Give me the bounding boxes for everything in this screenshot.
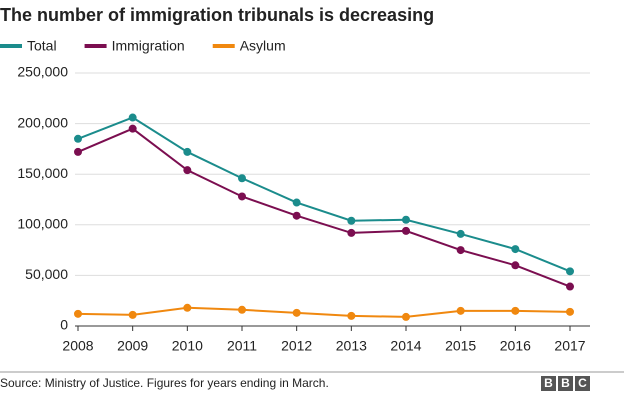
data-point [511, 306, 520, 315]
x-tick-label: 2008 [62, 338, 93, 354]
x-tick-label: 2012 [281, 338, 312, 354]
y-tick-label: 100,000 [17, 216, 68, 232]
data-point [456, 229, 465, 238]
logo-box [575, 376, 590, 391]
data-point [456, 246, 465, 255]
data-point [238, 174, 246, 183]
x-tick-label: 2017 [554, 338, 585, 354]
data-point [74, 134, 82, 143]
data-point [128, 310, 137, 319]
data-point [238, 192, 246, 201]
y-tick-label: 200,000 [17, 114, 68, 130]
x-tick-label: 2013 [336, 338, 367, 354]
data-point [183, 147, 192, 156]
data-point [128, 113, 137, 122]
data-point [566, 307, 574, 316]
source: Source: Ministry of Justice. Figures for… [0, 376, 329, 390]
data-point [456, 306, 465, 315]
data-point [402, 226, 410, 235]
logo-letter: B [544, 376, 553, 390]
data-point [402, 215, 410, 224]
y-tick-label: 150,000 [17, 165, 68, 181]
logo-box [558, 376, 573, 391]
chart-title: The number of immigration tribunals is d… [0, 5, 434, 25]
data-point [511, 261, 520, 270]
series-line [77, 116, 571, 273]
logo-box [541, 376, 556, 391]
data-point [238, 305, 246, 314]
data-point [292, 211, 301, 220]
data-point [402, 312, 410, 321]
data-point [128, 124, 137, 133]
logo-letter: B [561, 376, 570, 390]
y-tick-label: 50,000 [25, 266, 68, 282]
data-point [74, 309, 82, 318]
x-tick-label: 2014 [390, 338, 421, 354]
data-point [566, 267, 574, 276]
data-point [292, 308, 301, 317]
series-line [77, 127, 571, 288]
logo-letter: C [578, 376, 587, 390]
data-point [511, 245, 520, 254]
legend-label: Immigration [112, 38, 185, 54]
data-point [183, 166, 192, 175]
data-point [347, 228, 356, 237]
x-tick-label: 2009 [117, 338, 148, 354]
data-point [347, 216, 356, 225]
x-tick-label: 2016 [500, 338, 531, 354]
x-tick-label: 2011 [227, 338, 257, 354]
data-point [74, 147, 82, 156]
legend-label: Asylum [240, 38, 286, 54]
x-tick-label: 2010 [172, 338, 203, 354]
x-tick-label: 2015 [445, 338, 476, 354]
data-point [566, 282, 574, 291]
data-point [183, 303, 192, 312]
data-point [347, 311, 356, 320]
legend-label: Total [27, 38, 57, 54]
data-point [292, 198, 301, 207]
y-tick-label: 0 [60, 317, 68, 333]
series-line [77, 306, 571, 318]
y-tick-label: 250,000 [17, 64, 68, 80]
